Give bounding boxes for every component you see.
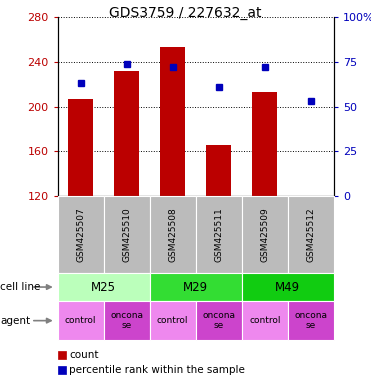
Text: control: control	[65, 316, 96, 325]
Text: GSM425507: GSM425507	[76, 207, 85, 262]
Bar	[68, 99, 93, 196]
Text: GSM425512: GSM425512	[306, 207, 315, 262]
Text: count: count	[69, 350, 99, 360]
Text: M29: M29	[183, 281, 208, 293]
Text: agent: agent	[0, 316, 30, 326]
Text: control: control	[249, 316, 280, 325]
Text: M25: M25	[91, 281, 116, 293]
Text: GSM425508: GSM425508	[168, 207, 177, 262]
Bar	[160, 47, 186, 196]
Bar	[114, 71, 139, 196]
Text: oncona
se: oncona se	[110, 311, 143, 330]
Text: GDS3759 / 227632_at: GDS3759 / 227632_at	[109, 6, 262, 20]
Text: oncona
se: oncona se	[294, 311, 327, 330]
Text: oncona
se: oncona se	[202, 311, 235, 330]
Text: percentile rank within the sample: percentile rank within the sample	[69, 365, 245, 375]
Bar	[206, 144, 232, 196]
Text: GSM425509: GSM425509	[260, 207, 269, 262]
Text: GSM425510: GSM425510	[122, 207, 131, 262]
Text: cell line: cell line	[0, 282, 40, 292]
Text: M49: M49	[275, 281, 301, 293]
Bar	[252, 92, 278, 196]
Bar	[298, 196, 324, 204]
Text: control: control	[157, 316, 188, 325]
Text: GSM425511: GSM425511	[214, 207, 223, 262]
